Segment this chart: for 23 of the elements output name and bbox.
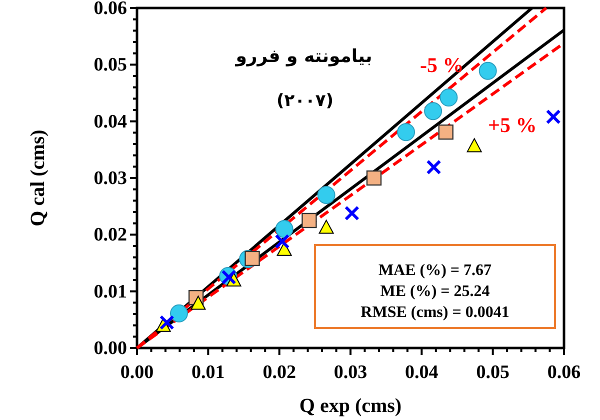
- annotation: MAE (%) = 7.67: [378, 262, 492, 279]
- y-tick-label: 0.05: [94, 54, 127, 76]
- x-tick-label: 0.00: [120, 362, 154, 383]
- annotation: RMSE (cms) = 0.0041: [360, 304, 510, 321]
- text: (۲۰۰۷): [276, 91, 334, 111]
- y-tick-label: 0.06: [94, 0, 127, 19]
- text: بیامونته و فررو: [234, 46, 372, 67]
- x-tick-label: 0.04: [405, 362, 439, 383]
- y-tick-label: 0.03: [94, 168, 127, 189]
- y-tick-label: 0.02: [94, 224, 127, 246]
- annotation: -5 %: [420, 53, 464, 77]
- y-axis-title: Q cal (cms): [27, 130, 49, 226]
- annotation: +5 %: [488, 113, 537, 137]
- x-tick-label: 0.06: [547, 362, 581, 383]
- y-tick-label: 0.00: [94, 338, 127, 359]
- x-tick-label: 0.03: [334, 362, 368, 383]
- y-tick-label: 0.04: [94, 111, 128, 132]
- x-tick-label: 0.02: [262, 362, 296, 383]
- x-tick-label: 0.05: [476, 362, 510, 383]
- y-tick-label: 0.01: [94, 281, 127, 302]
- x-axis-title: Q exp (cms): [299, 395, 402, 417]
- annotation: ME (%) = 25.24: [380, 283, 490, 300]
- x-tick-label: 0.01: [192, 362, 225, 383]
